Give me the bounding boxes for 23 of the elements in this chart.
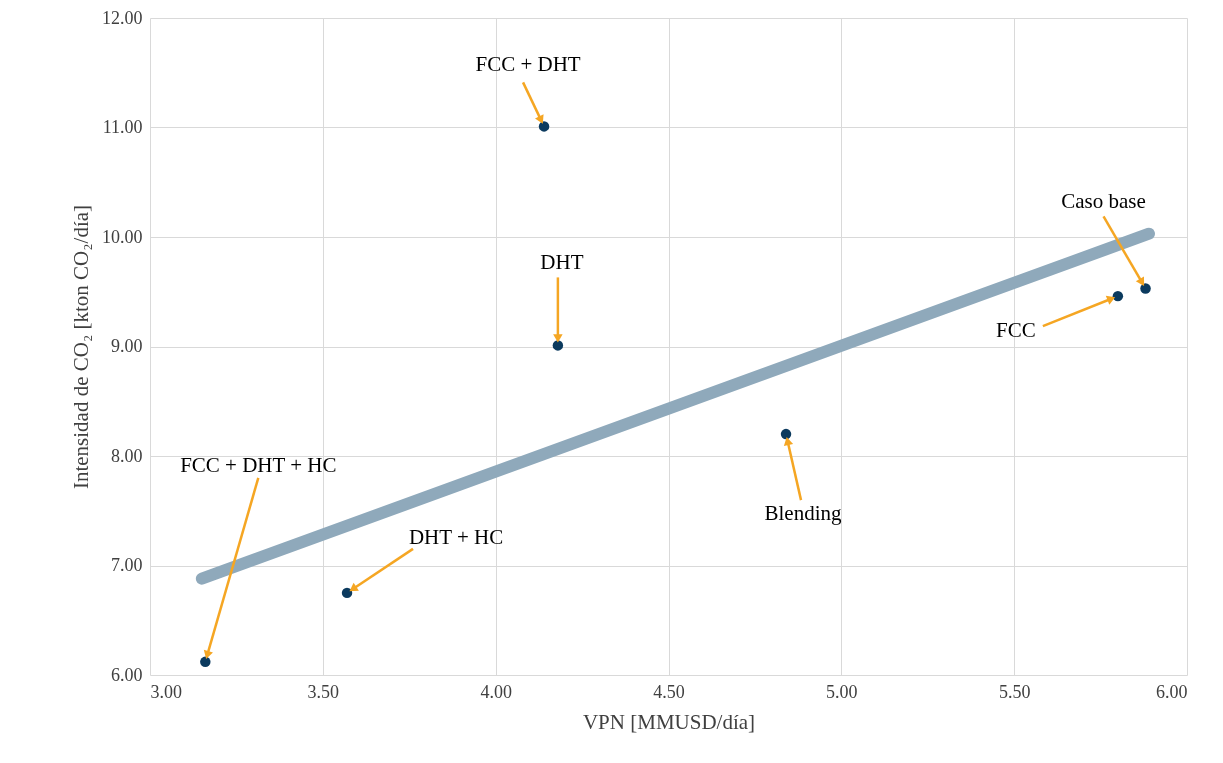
x-tick-label: 5.00 (826, 681, 858, 702)
y-tick-label: 9.00 (111, 336, 143, 356)
annotation: FCC + DHT + HC (180, 452, 337, 477)
annotation: FCC + DHT (475, 52, 581, 77)
y-tick-label: 7.00 (111, 555, 143, 575)
x-tick-label: 4.50 (653, 681, 685, 702)
y-axis-title: Intensidad de CO₂ [kton CO₂/día] (69, 204, 93, 490)
x-tick-label: 6.00 (1156, 681, 1188, 702)
x-tick-label: 5.50 (998, 681, 1031, 702)
x-tick-label: 4.00 (480, 681, 512, 702)
annotation: DHT (540, 250, 584, 275)
y-tick-label: 12.00 (102, 7, 143, 28)
x-tick-label: 3.50 (307, 681, 340, 702)
annotation: DHT + HC (408, 524, 504, 549)
annotation: Blending (764, 501, 843, 526)
annotation: FCC (996, 318, 1036, 343)
y-tick-label: 10.00 (102, 226, 143, 247)
y-tick-label: 8.00 (111, 445, 143, 466)
y-tick-label: 11.00 (102, 117, 143, 137)
x-tick-label: 3.00 (150, 681, 182, 702)
x-axis-title: VPN [MMUSD/día] (582, 709, 756, 734)
y-tick-label: 6.00 (111, 664, 143, 685)
annotation: Caso base (1061, 189, 1146, 214)
